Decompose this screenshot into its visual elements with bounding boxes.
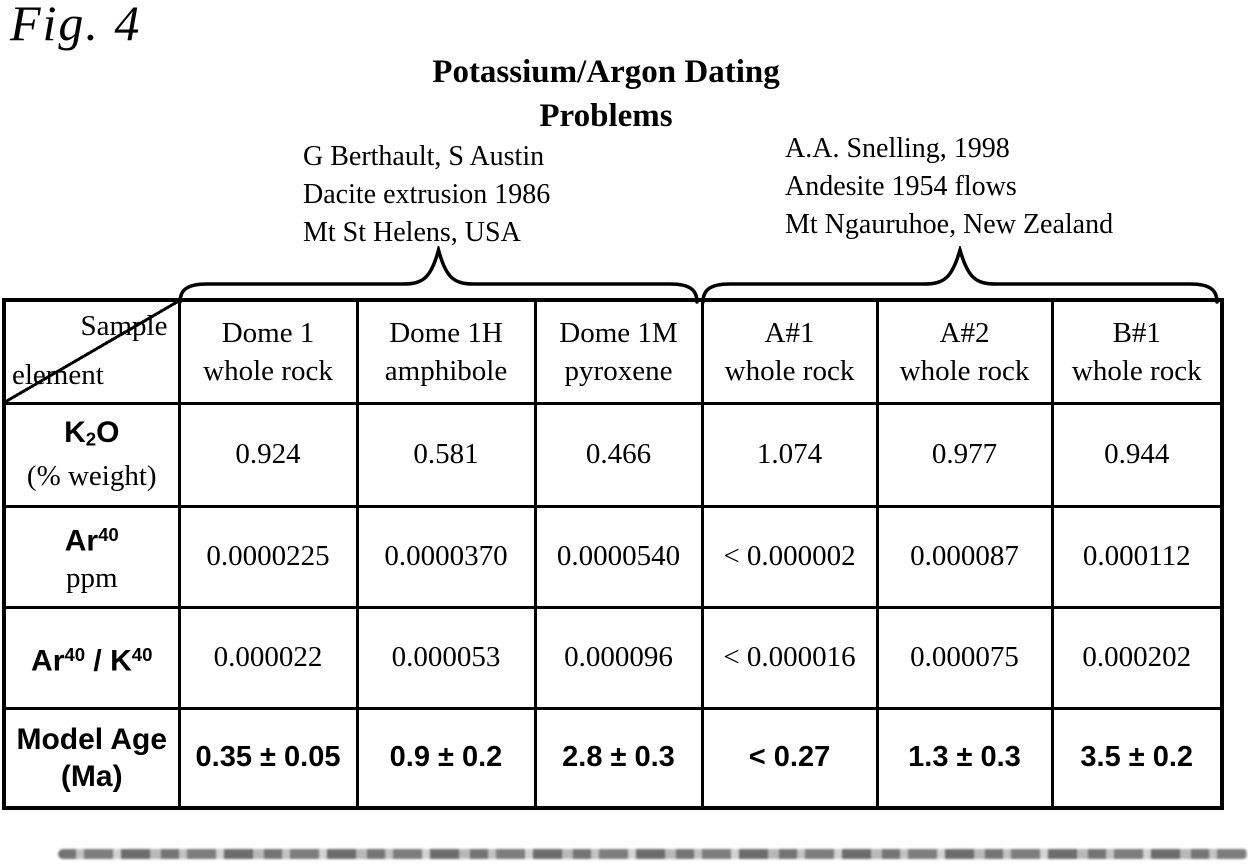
column-header-a1: A#1 whole rock: [700, 298, 879, 405]
data-cell: 0.000112: [1050, 504, 1224, 609]
data-cell: 0.000075: [875, 605, 1054, 710]
column-header-a2: A#2 whole rock: [875, 298, 1054, 405]
table-row-ar40: Ar40 ppm 0.0000225 0.0000370 0.0000540 <…: [2, 504, 1224, 609]
row-label-model-age: Model Age (Ma): [2, 706, 181, 810]
data-cell: 0.977: [875, 401, 1054, 508]
source-right-line2: Andesite 1954 flows: [785, 171, 1017, 202]
label-part: K: [64, 416, 86, 450]
row-label-line2: ppm: [65, 561, 118, 594]
figure-title: Potassium/Argon Dating Problems: [231, 50, 981, 138]
data-cell: 1.074: [700, 401, 879, 508]
figure-title-line2: Problems: [539, 98, 673, 134]
source-right-line3: Mt Ngauruhoe, New Zealand: [785, 209, 1114, 240]
data-cell: < 0.27: [700, 706, 879, 810]
data-cell: 0.35 ± 0.05: [177, 706, 359, 810]
data-cell: 0.000202: [1050, 605, 1224, 710]
column-header-line2: amphibole: [384, 354, 508, 387]
data-cell: < 0.000002: [700, 504, 879, 609]
label-superscript: 40: [98, 524, 119, 546]
table-row-model-age: Model Age (Ma) 0.35 ± 0.05 0.9 ± 0.2 2.8…: [2, 706, 1224, 810]
column-header-line1: Dome 1H: [389, 316, 503, 349]
column-header-line1: B#1: [1112, 316, 1161, 349]
column-header-dome1h: Dome 1H amphibole: [355, 298, 537, 405]
data-cell: 0.924: [177, 401, 359, 508]
data-cell: 0.466: [533, 401, 704, 508]
column-header-line2: whole rock: [203, 354, 333, 387]
row-label-ar40-k40: Ar40 / K40: [2, 605, 181, 710]
data-cell: 0.0000540: [533, 504, 704, 609]
data-cell: 0.000053: [355, 605, 537, 710]
data-cell: 0.0000370: [355, 504, 537, 609]
column-header-line1: A#1: [764, 316, 815, 349]
label-superscript: 40: [131, 643, 153, 665]
column-header-line2: whole rock: [724, 354, 855, 387]
column-header-line2: whole rock: [1071, 354, 1202, 387]
data-cell: 0.000022: [177, 605, 359, 710]
left-group-brace-icon: [178, 246, 699, 304]
row-label-line1: K2O: [7, 414, 176, 458]
column-header-dome1: Dome 1 whole rock: [177, 298, 359, 405]
source-right-line1: A.A. Snelling, 1998: [785, 133, 1010, 164]
row-label-line1: Ar40: [7, 516, 176, 559]
data-cell: 0.000096: [533, 605, 704, 710]
scan-edge-artifact: [58, 849, 1248, 859]
source-left-line1: G Berthault, S Austin: [303, 141, 545, 172]
source-left-annotation: G Berthault, S Austin Dacite extrusion 1…: [303, 138, 550, 252]
data-cell: 0.9 ± 0.2: [355, 706, 537, 810]
column-header-line2: pyroxene: [564, 354, 673, 387]
data-cell: 0.944: [1050, 401, 1224, 508]
label-part: O: [96, 416, 120, 450]
column-header-b1: B#1 whole rock: [1050, 298, 1224, 405]
corner-element-label: element: [12, 358, 104, 391]
column-header-line1: Dome 1M: [559, 316, 678, 349]
label-superscript: 40: [64, 643, 86, 665]
label-part: / K: [85, 644, 132, 678]
corner-diagonal-cell: Sample element: [2, 298, 181, 405]
row-label-k2o: K2O (% weight): [2, 401, 181, 508]
data-cell: 3.5 ± 0.2: [1050, 706, 1224, 810]
row-label-line2: (Ma): [60, 759, 123, 793]
column-header-line1: Dome 1: [221, 316, 315, 349]
row-label-line1: Ar40 / K40: [7, 636, 176, 679]
column-header-line1: A#2: [939, 316, 990, 349]
source-right-annotation: A.A. Snelling, 1998 Andesite 1954 flows …: [785, 130, 1113, 244]
right-group-brace-icon: [701, 246, 1219, 304]
label-part: Ar: [31, 644, 65, 678]
data-cell: 0.581: [355, 401, 537, 508]
figure-title-line1: Potassium/Argon Dating: [432, 54, 780, 90]
source-left-line2: Dacite extrusion 1986: [303, 179, 551, 210]
column-header-line2: whole rock: [899, 354, 1030, 387]
row-label-line2: (% weight): [26, 459, 157, 492]
row-label-line1: Model Age: [16, 722, 168, 756]
table-row-k2o: K2O (% weight) 0.924 0.581 0.466 1.074 0…: [2, 401, 1224, 508]
header-row: Sample element Dome 1 whole rock Dome 1H…: [2, 298, 1224, 405]
data-cell: < 0.000016: [700, 605, 879, 710]
kar-dating-table: Sample element Dome 1 whole rock Dome 1H…: [2, 298, 1224, 810]
data-cell: 0.0000225: [177, 504, 359, 609]
label-part: Ar: [64, 524, 99, 558]
figure-label: Fig. 4: [10, 0, 142, 51]
label-subscript: 2: [85, 428, 97, 450]
data-cell: 2.8 ± 0.3: [533, 706, 704, 810]
source-left-line3: Mt St Helens, USA: [303, 217, 521, 248]
table-row-ar40-k40: Ar40 / K40 0.000022 0.000053 0.000096 < …: [2, 605, 1224, 710]
data-cell: 0.000087: [875, 504, 1054, 609]
data-cell: 1.3 ± 0.3: [875, 706, 1054, 810]
row-label-ar40: Ar40 ppm: [2, 504, 181, 609]
corner-sample-label: Sample: [80, 310, 168, 342]
column-header-dome1m: Dome 1M pyroxene: [533, 298, 704, 405]
